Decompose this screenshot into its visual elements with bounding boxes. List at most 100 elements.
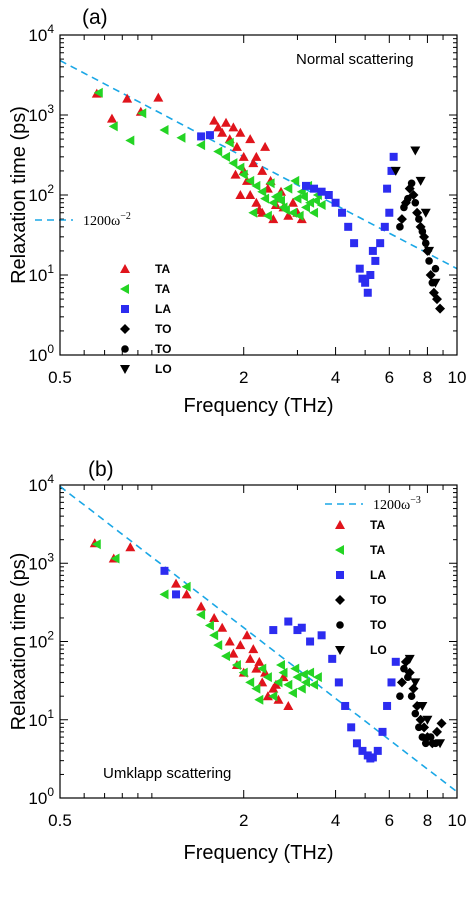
data-point <box>238 667 248 678</box>
legend-marker <box>120 324 130 334</box>
y-tick-label: 100 <box>28 342 54 365</box>
data-point <box>268 691 278 702</box>
data-point <box>404 673 412 681</box>
data-point <box>344 222 353 231</box>
data-point <box>228 158 238 169</box>
x-tick-label: 4 <box>331 811 340 830</box>
legend-marker <box>335 520 345 529</box>
data-point <box>231 660 241 671</box>
data-point <box>238 169 248 180</box>
data-point <box>290 663 300 674</box>
data-point <box>418 227 427 236</box>
data-point <box>309 207 319 218</box>
data-point <box>296 683 306 694</box>
data-point <box>172 590 181 599</box>
series-lo-triangle-down <box>390 146 441 288</box>
data-point <box>302 181 311 190</box>
data-point <box>310 195 320 206</box>
data-point <box>421 239 430 247</box>
data-point <box>363 288 372 297</box>
data-point <box>407 179 416 188</box>
data-point <box>224 636 235 646</box>
plot-frame <box>59 484 458 799</box>
data-point <box>160 566 169 575</box>
data-point <box>228 648 239 658</box>
data-point <box>435 739 446 749</box>
data-point <box>241 630 252 640</box>
data-point <box>213 146 223 157</box>
data-point <box>411 198 420 207</box>
data-point <box>426 733 435 741</box>
data-point <box>209 115 220 125</box>
data-point <box>205 131 214 140</box>
data-point <box>137 108 147 119</box>
data-point <box>380 222 389 231</box>
scattering-annotation: Normal scattering <box>296 51 414 68</box>
data-point <box>269 626 278 635</box>
data-point <box>415 714 426 725</box>
data-point <box>305 667 315 678</box>
data-point <box>181 589 192 599</box>
data-point <box>209 612 220 622</box>
data-point <box>287 687 297 698</box>
data-point <box>358 274 367 283</box>
data-point <box>430 278 441 288</box>
data-point <box>251 180 261 191</box>
data-point <box>213 122 224 132</box>
x-tick-label: 2 <box>239 368 248 387</box>
data-point <box>415 723 423 732</box>
data-point <box>245 653 256 663</box>
legend-marker <box>121 345 129 353</box>
data-point <box>235 640 246 650</box>
data-point <box>422 715 433 725</box>
y-tick-label: 104 <box>28 22 54 45</box>
data-point <box>257 165 268 175</box>
data-point <box>257 186 267 197</box>
data-point <box>410 678 421 688</box>
data-point <box>316 199 326 210</box>
data-point <box>412 207 423 218</box>
axis-ticks <box>60 35 457 356</box>
legend-marker <box>120 365 130 374</box>
data-point <box>122 93 133 103</box>
data-point <box>181 581 191 592</box>
data-point <box>270 191 280 202</box>
legend-label: TA <box>155 262 170 276</box>
data-point <box>283 679 293 690</box>
data-point <box>404 194 412 203</box>
data-point <box>347 723 356 732</box>
y-tick-label: 104 <box>28 472 54 495</box>
data-point <box>317 187 326 196</box>
data-point <box>383 701 392 710</box>
data-point <box>390 166 401 176</box>
data-point <box>125 542 136 552</box>
legend-marker <box>120 284 129 294</box>
data-point <box>331 198 340 207</box>
data-point <box>435 303 446 314</box>
data-point <box>371 256 380 265</box>
legend-label: TO <box>155 342 171 356</box>
legend-marker <box>120 264 130 273</box>
data-point <box>245 190 256 199</box>
data-point <box>251 197 262 207</box>
data-point <box>221 651 231 662</box>
data-point <box>283 183 293 194</box>
series-ta-triangle-left <box>91 539 322 705</box>
data-point <box>396 677 407 688</box>
data-point <box>228 122 239 132</box>
y-tick-label: 101 <box>28 262 54 285</box>
data-point <box>391 657 400 666</box>
data-point <box>292 193 302 204</box>
legend-label: LA <box>370 568 386 582</box>
data-point <box>284 617 293 626</box>
legend-marker <box>336 571 344 579</box>
data-point <box>373 746 382 755</box>
data-point <box>387 166 396 175</box>
data-point <box>287 207 297 218</box>
data-point <box>432 726 443 737</box>
data-point <box>251 683 261 694</box>
x-axis-label: Frequency (THz) <box>183 842 333 864</box>
series-to-diamond <box>396 183 446 314</box>
data-point <box>298 669 308 680</box>
data-point <box>235 190 246 199</box>
